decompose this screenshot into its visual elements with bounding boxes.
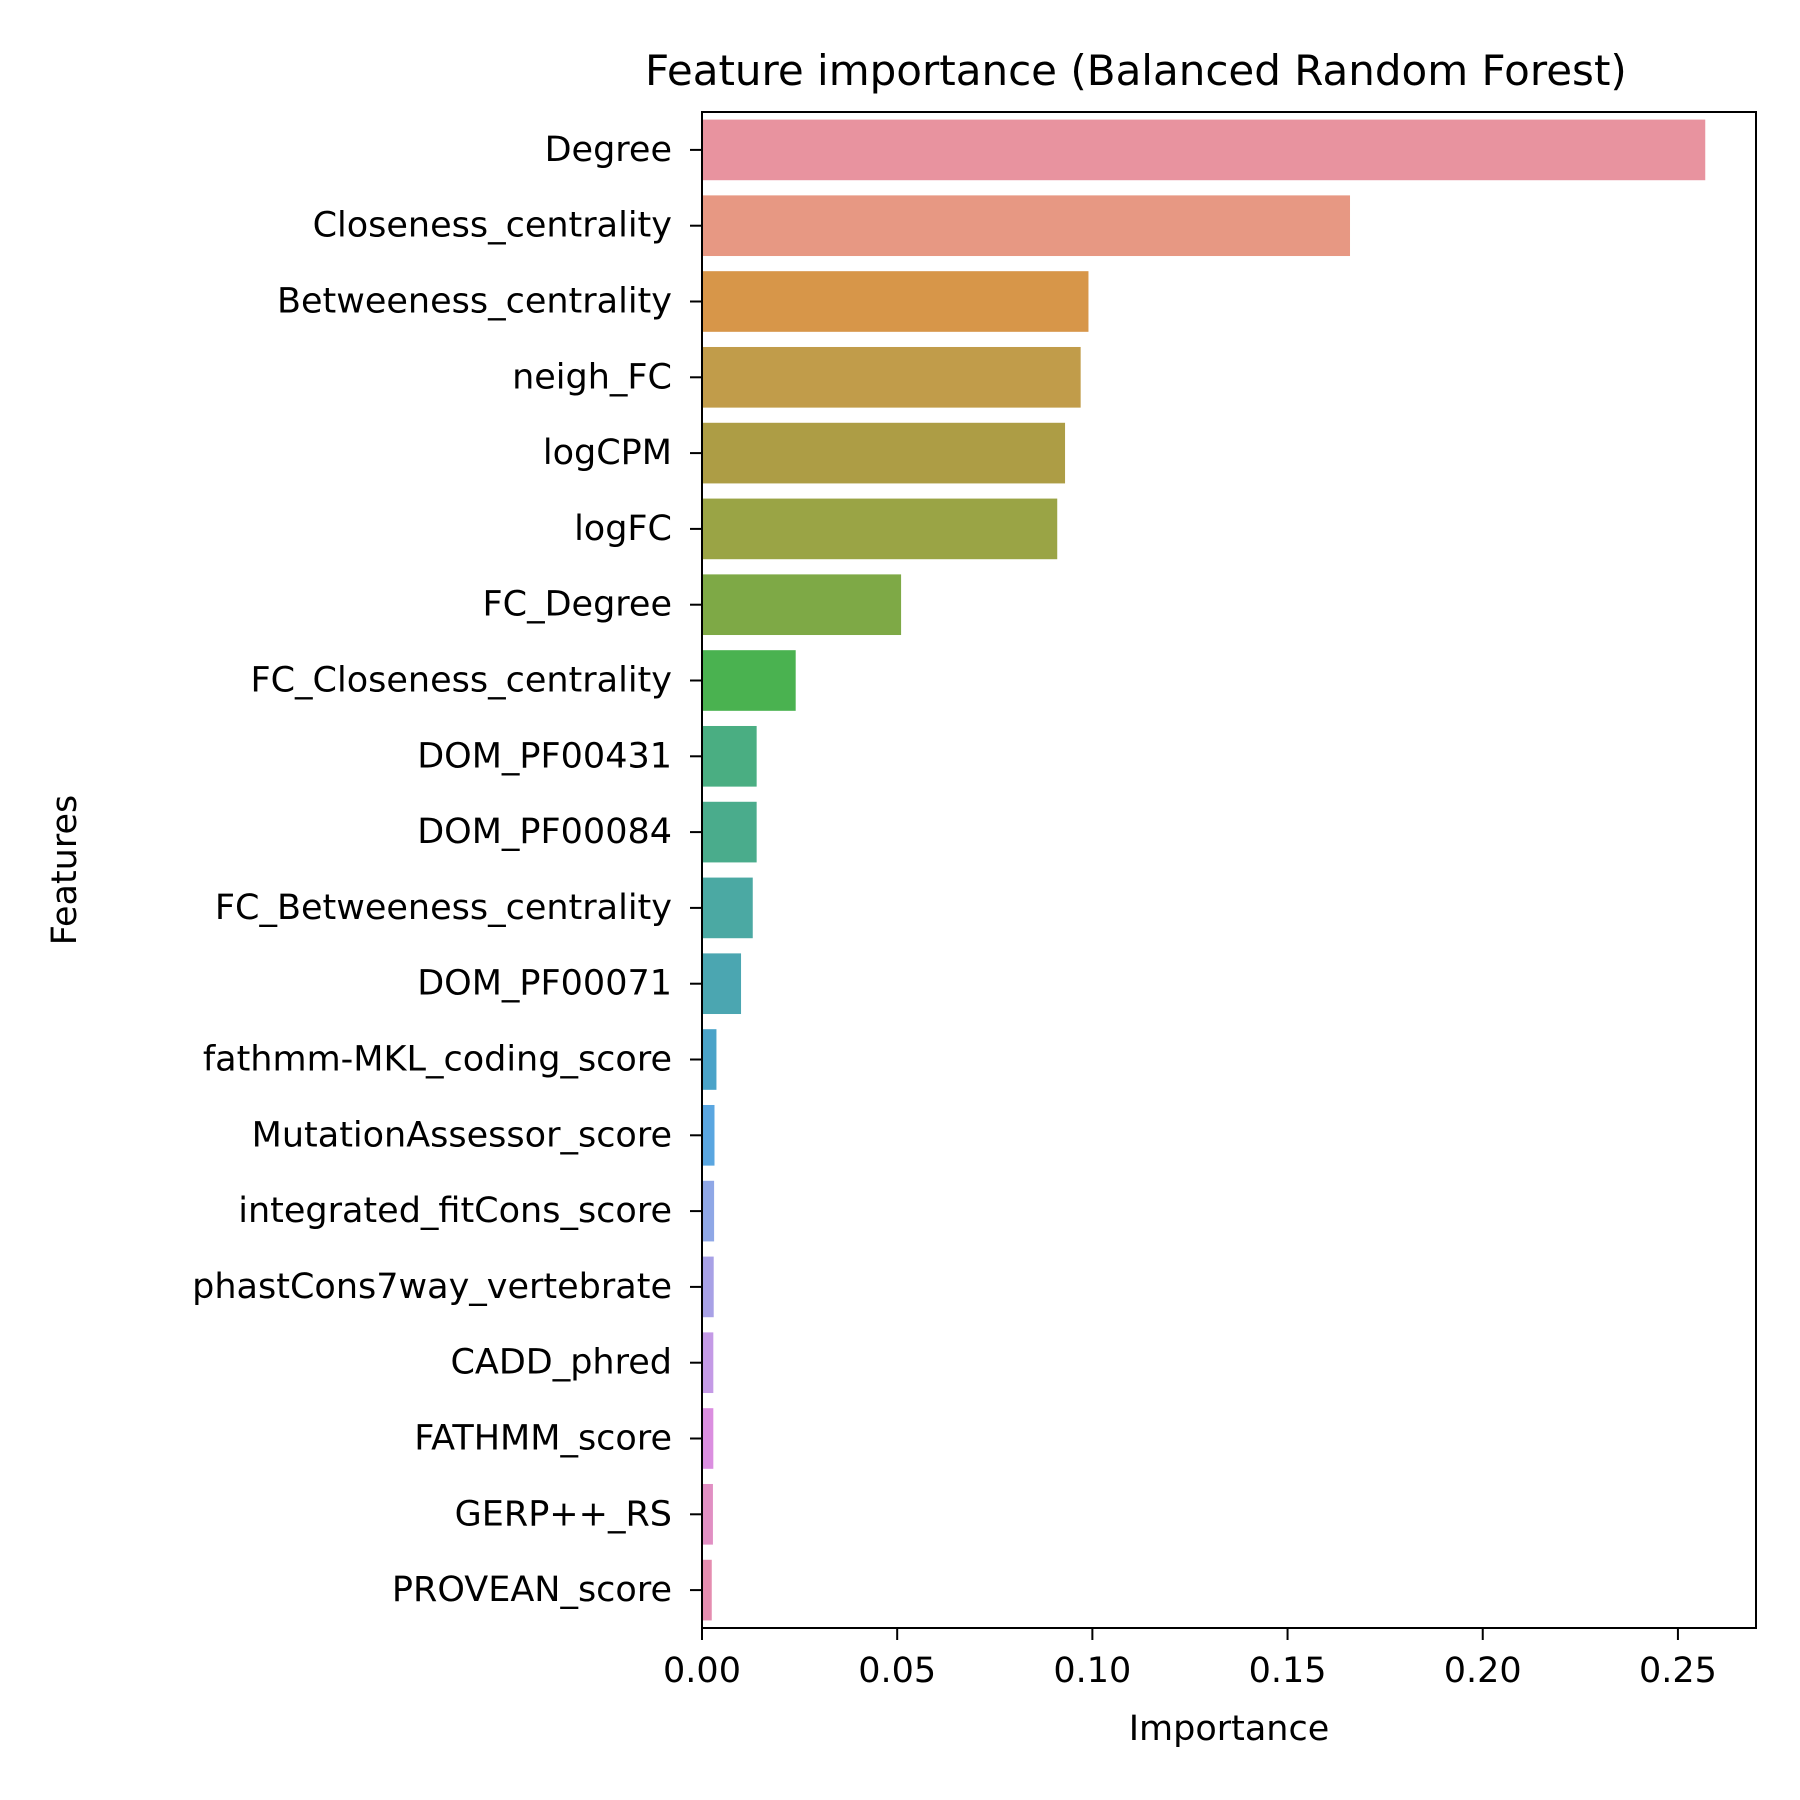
- y-tick-label: Degree: [545, 130, 672, 170]
- y-tick-label: DOM_PF00071: [417, 964, 672, 1004]
- x-axis-label: Importance: [1129, 1709, 1330, 1749]
- bar: [702, 422, 1066, 484]
- x-tick-label: 0.15: [1249, 1651, 1327, 1691]
- y-tick-label: CADD_phred: [450, 1343, 672, 1383]
- bar: [702, 1256, 714, 1318]
- y-tick-label: DOM_PF00084: [417, 812, 672, 852]
- bar: [702, 1104, 715, 1166]
- bar: [702, 346, 1081, 408]
- bar: [702, 498, 1058, 560]
- bar: [702, 1408, 714, 1469]
- y-tick-label: logCPM: [543, 433, 672, 473]
- y-tick-label: DOM_PF00431: [417, 736, 672, 776]
- y-tick-label: Betweeness_centrality: [277, 282, 672, 322]
- bar: [702, 271, 1089, 332]
- y-axis-ticks: Degree Closeness_centrality Betweeness_cen…: [192, 130, 702, 1610]
- y-axis-label: Features: [45, 795, 85, 946]
- x-tick-label: 0.25: [1639, 1651, 1717, 1691]
- bar: [702, 1332, 714, 1394]
- y-tick-label: Closeness_centrality: [313, 206, 672, 246]
- y-tick-label: fathmm-MKL_coding_score: [203, 1040, 672, 1080]
- y-tick-label: PROVEAN_score: [392, 1570, 672, 1610]
- y-tick-label: FC_Betweeness_centrality: [215, 888, 672, 928]
- x-tick-label: 0.00: [663, 1651, 741, 1691]
- x-tick-label: 0.10: [1053, 1651, 1131, 1691]
- plot-frame: [701, 111, 1757, 1629]
- bars-group: [702, 119, 1706, 1621]
- x-axis-ticks: 0.00 0.05 0.10 0.15 0.20 0.25: [663, 1628, 1717, 1691]
- y-tick-label: neigh_FC: [512, 357, 672, 397]
- y-tick-label: phastCons7way_vertebrate: [192, 1267, 672, 1307]
- y-tick-label: integrated_fitCons_score: [238, 1191, 672, 1231]
- y-tick-label: MutationAssessor_score: [252, 1115, 672, 1155]
- y-tick-label: GERP++_RS: [455, 1494, 672, 1534]
- x-tick-label: 0.20: [1444, 1651, 1522, 1691]
- y-tick-label: FC_Closeness_centrality: [250, 661, 672, 701]
- bar: [702, 1483, 713, 1545]
- bar: [702, 953, 742, 1015]
- bar: [702, 1180, 715, 1242]
- bar: [702, 195, 1351, 257]
- bar: [702, 877, 753, 939]
- x-tick-label: 0.05: [858, 1651, 936, 1691]
- chart-title: Feature importance (Balanced Random Fore…: [645, 46, 1627, 95]
- y-tick-label: FC_Degree: [483, 585, 672, 625]
- bar: [702, 1029, 717, 1090]
- bar: [702, 1559, 712, 1621]
- bar: [702, 725, 757, 787]
- bar: [702, 801, 757, 863]
- bar: [702, 119, 1706, 181]
- y-tick-label: FATHMM_score: [414, 1419, 672, 1459]
- y-tick-label: logFC: [574, 509, 672, 549]
- bar: [702, 574, 902, 636]
- bar: [702, 650, 796, 711]
